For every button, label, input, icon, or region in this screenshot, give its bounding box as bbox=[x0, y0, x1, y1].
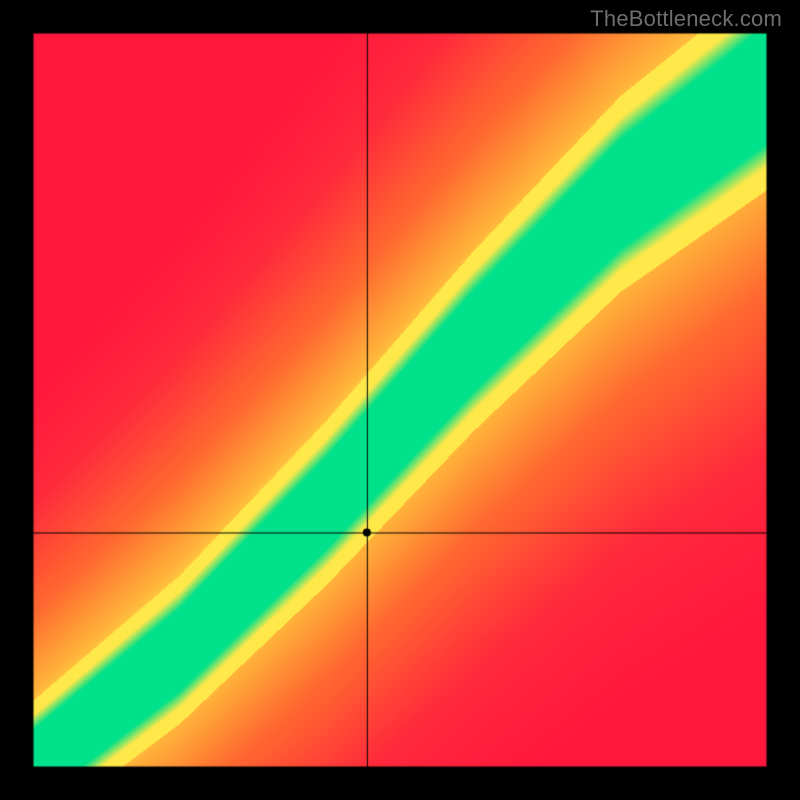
watermark-text: TheBottleneck.com bbox=[590, 6, 782, 32]
chart-container: TheBottleneck.com bbox=[0, 0, 800, 800]
bottleneck-heatmap-canvas bbox=[0, 0, 800, 800]
